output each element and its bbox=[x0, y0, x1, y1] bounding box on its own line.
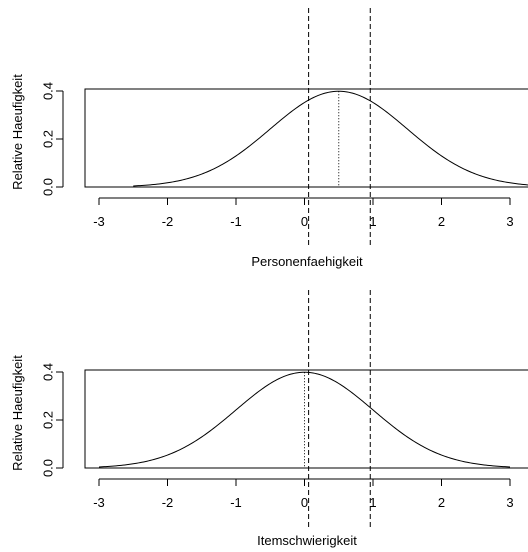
x-axis: -3 -2 -1 0 1 2 3 bbox=[93, 197, 514, 229]
x-tick-label: 2 bbox=[438, 214, 445, 229]
reference-dashed-lines bbox=[308, 290, 371, 530]
x-tick-label: 1 bbox=[369, 495, 376, 510]
x-axis: -3 -2 -1 0 1 2 3 bbox=[93, 478, 514, 510]
y-tick-label: 0.2 bbox=[41, 411, 56, 429]
x-tick-label: 3 bbox=[506, 214, 513, 229]
x-tick-label: 2 bbox=[438, 495, 445, 510]
y-tick-label: 0.0 bbox=[41, 459, 56, 477]
y-tick-label: 0.4 bbox=[41, 82, 56, 100]
density-curve bbox=[133, 90, 528, 187]
x-axis-label: Personenfaehigkeit bbox=[251, 254, 363, 269]
y-tick-label: 0.4 bbox=[41, 363, 56, 381]
x-axis-label: Itemschwierigkeit bbox=[257, 533, 357, 548]
x-tick-label: 0 bbox=[301, 495, 308, 510]
x-tick-label: -1 bbox=[230, 214, 242, 229]
x-tick-label: 3 bbox=[506, 495, 513, 510]
y-axis-label: Relative Haeufigkeit bbox=[10, 355, 25, 471]
y-axis: 0.0 0.2 0.4 bbox=[41, 82, 64, 196]
x-tick-label: 1 bbox=[369, 214, 376, 229]
reference-dashed-lines bbox=[308, 8, 371, 248]
y-tick-label: 0.2 bbox=[41, 130, 56, 148]
x-tick-label: -2 bbox=[162, 495, 174, 510]
x-tick-label: -2 bbox=[162, 214, 174, 229]
panel-bottom: 0.0 0.2 0.4 -3 -2 -1 0 1 2 3 Itemschwierigkeit R… bbox=[10, 290, 528, 548]
x-tick-label: -3 bbox=[93, 214, 105, 229]
x-tick-label: 0 bbox=[301, 214, 308, 229]
y-tick-label: 0.0 bbox=[41, 178, 56, 196]
panel-top: 0.00.20.4 -3 -2 -1 0 1 2 3 Personenfaehigkeit … bbox=[10, 8, 528, 269]
y-axis: 0.0 0.2 0.4 bbox=[41, 363, 64, 477]
x-tick-label: -3 bbox=[93, 495, 105, 510]
density-curve bbox=[98, 371, 511, 468]
y-axis-label: Relative Haeufigkeit bbox=[10, 74, 25, 190]
x-tick-label: -1 bbox=[230, 495, 242, 510]
plot-box bbox=[84, 88, 528, 188]
plot-box bbox=[84, 369, 528, 469]
